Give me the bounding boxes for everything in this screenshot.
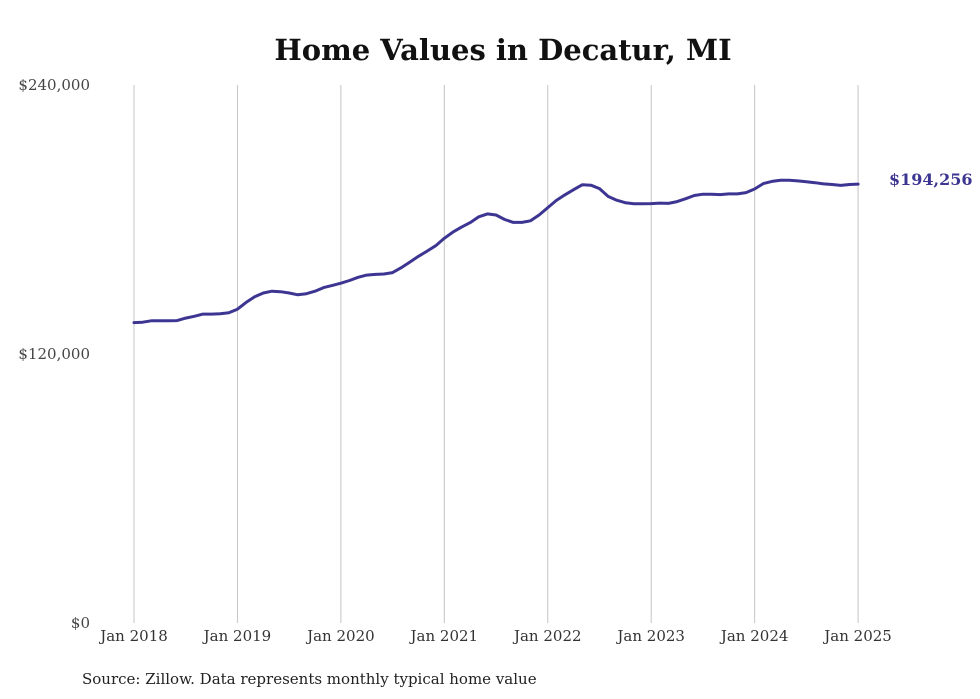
x-tick-label: Jan 2023 [615, 627, 685, 645]
y-axis-ticks: $0 $120,000 $240,000 [18, 76, 90, 632]
x-tick-label: Jan 2024 [719, 627, 789, 645]
series-line-home-value [132, 178, 860, 325]
y-tick-label: $240,000 [18, 76, 90, 94]
chart-title: Home Values in Decatur, MI [274, 33, 731, 67]
y-tick-label: $120,000 [18, 345, 90, 363]
x-tick-label: Jan 2025 [822, 627, 892, 645]
source-note: Source: Zillow. Data represents monthly … [82, 670, 537, 688]
x-tick-label: Jan 2018 [98, 627, 168, 645]
y-tick-label: $0 [71, 614, 90, 632]
x-tick-label: Jan 2021 [409, 627, 479, 645]
x-tick-label: Jan 2020 [305, 627, 375, 645]
vertical-gridlines [133, 85, 859, 623]
x-axis-ticks: Jan 2018 Jan 2019 Jan 2020 Jan 2021 Jan 2022… [98, 627, 892, 645]
x-tick-label: Jan 2022 [512, 627, 582, 645]
x-tick-label: Jan 2019 [202, 627, 272, 645]
end-value-label: $194,256 [889, 170, 973, 189]
